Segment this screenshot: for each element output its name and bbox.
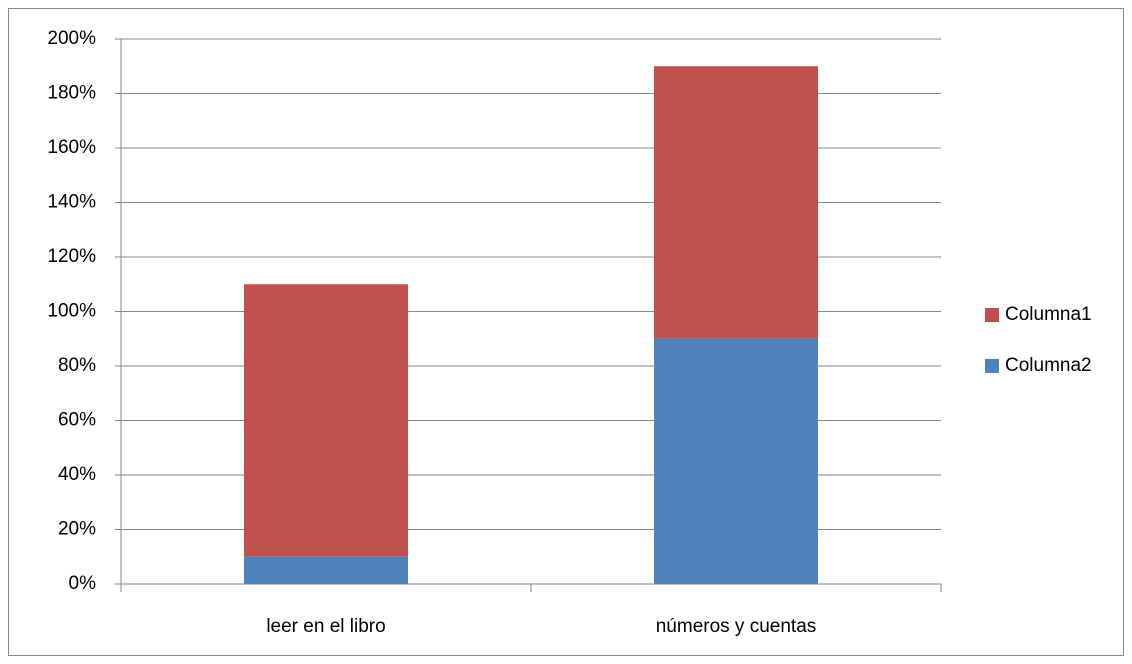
legend-label: Columna1 <box>1005 304 1092 325</box>
bar <box>654 338 818 584</box>
y-tick-label: 100% <box>47 301 96 322</box>
legend-label: Columna2 <box>1005 355 1092 376</box>
legend-swatch <box>985 359 999 373</box>
chart-border <box>8 8 1124 656</box>
bar <box>244 284 408 557</box>
y-tick-label: 140% <box>47 192 96 213</box>
x-tick-label: números y cuentas <box>656 616 817 637</box>
bar <box>654 66 818 339</box>
x-tick-label: leer en el libro <box>266 616 385 637</box>
bar <box>244 556 408 584</box>
y-tick-label: 20% <box>58 519 96 540</box>
y-tick-label: 120% <box>47 246 96 267</box>
y-tick-label: 200% <box>47 28 96 49</box>
y-tick-label: 180% <box>47 83 96 104</box>
legend-swatch <box>985 308 999 322</box>
y-tick-label: 0% <box>69 573 97 594</box>
y-tick-label: 80% <box>58 355 96 376</box>
y-tick-label: 40% <box>58 464 96 485</box>
y-tick-label: 60% <box>58 410 96 431</box>
y-tick-label: 160% <box>47 137 96 158</box>
